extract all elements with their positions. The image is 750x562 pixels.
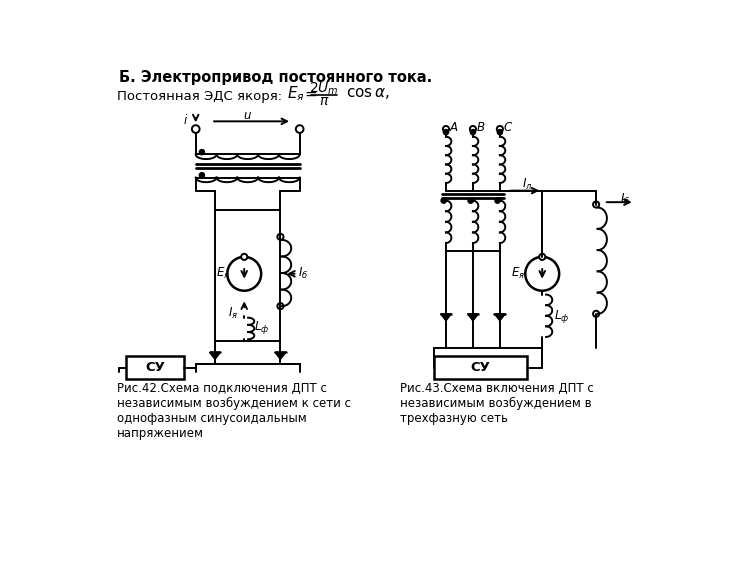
Text: B: B bbox=[477, 121, 484, 134]
Circle shape bbox=[227, 257, 261, 291]
Circle shape bbox=[443, 126, 449, 132]
Circle shape bbox=[441, 198, 446, 203]
Circle shape bbox=[593, 201, 599, 207]
Polygon shape bbox=[440, 314, 452, 321]
Text: $L_ф$: $L_ф$ bbox=[554, 307, 569, 325]
Text: $I_л$: $I_л$ bbox=[521, 177, 532, 192]
Text: Рис.43.Схема включения ДПТ с
независимым возбуждением в
трехфазную сеть: Рис.43.Схема включения ДПТ с независимым… bbox=[400, 382, 593, 425]
Circle shape bbox=[192, 125, 200, 133]
Circle shape bbox=[242, 254, 248, 260]
Bar bbox=[127, 356, 184, 379]
Polygon shape bbox=[467, 314, 478, 321]
Circle shape bbox=[444, 130, 448, 134]
Circle shape bbox=[468, 198, 473, 203]
Circle shape bbox=[296, 125, 304, 133]
Text: $I_б$: $I_б$ bbox=[298, 266, 309, 282]
Text: $I_я$: $I_я$ bbox=[228, 306, 238, 321]
Text: $2U_m$: $2U_m$ bbox=[310, 81, 339, 97]
Circle shape bbox=[495, 198, 500, 203]
Text: $=$: $=$ bbox=[302, 86, 318, 101]
Text: $E_я$: $E_я$ bbox=[286, 84, 304, 103]
Text: $L_ф$: $L_ф$ bbox=[254, 319, 268, 336]
Text: A: A bbox=[450, 121, 458, 134]
Text: СУ: СУ bbox=[471, 361, 490, 374]
Polygon shape bbox=[494, 314, 506, 321]
Text: Б. Электропривод постоянного тока.: Б. Электропривод постоянного тока. bbox=[118, 70, 432, 85]
Circle shape bbox=[496, 126, 503, 132]
Text: Постоянная ЭДС якоря:: Постоянная ЭДС якоря: bbox=[117, 90, 282, 103]
Text: СУ: СУ bbox=[146, 361, 166, 374]
Circle shape bbox=[497, 130, 502, 134]
Polygon shape bbox=[275, 352, 286, 359]
Circle shape bbox=[539, 254, 545, 260]
Circle shape bbox=[278, 234, 284, 240]
Circle shape bbox=[470, 126, 476, 132]
Polygon shape bbox=[209, 352, 220, 359]
Text: $u$: $u$ bbox=[243, 108, 252, 122]
Text: $\pi$: $\pi$ bbox=[319, 94, 329, 108]
Text: $i$: $i$ bbox=[183, 113, 188, 127]
Circle shape bbox=[593, 311, 599, 317]
Circle shape bbox=[200, 173, 204, 178]
Text: $E_я$: $E_я$ bbox=[511, 266, 525, 282]
Bar bbox=[434, 356, 526, 379]
Text: $E_я$: $E_я$ bbox=[215, 266, 229, 282]
Circle shape bbox=[278, 303, 284, 309]
Circle shape bbox=[525, 257, 560, 291]
Text: Рис.42.Схема подключения ДПТ с
независимым возбуждением к сети с
однофазным сину: Рис.42.Схема подключения ДПТ с независим… bbox=[117, 382, 351, 439]
Text: $I_б$: $I_б$ bbox=[620, 192, 631, 207]
Text: C: C bbox=[503, 121, 512, 134]
Text: $\cos\alpha,$: $\cos\alpha,$ bbox=[346, 86, 389, 101]
Circle shape bbox=[200, 150, 204, 155]
Circle shape bbox=[470, 130, 476, 134]
